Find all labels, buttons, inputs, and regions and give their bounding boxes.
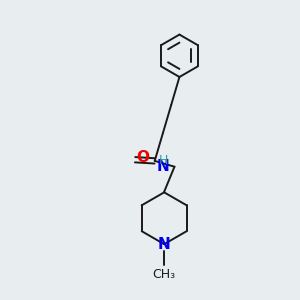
Text: H: H [159, 154, 168, 167]
Text: N: N [156, 159, 169, 174]
Text: N: N [158, 237, 171, 252]
Text: O: O [136, 150, 150, 165]
Text: CH₃: CH₃ [153, 268, 176, 281]
